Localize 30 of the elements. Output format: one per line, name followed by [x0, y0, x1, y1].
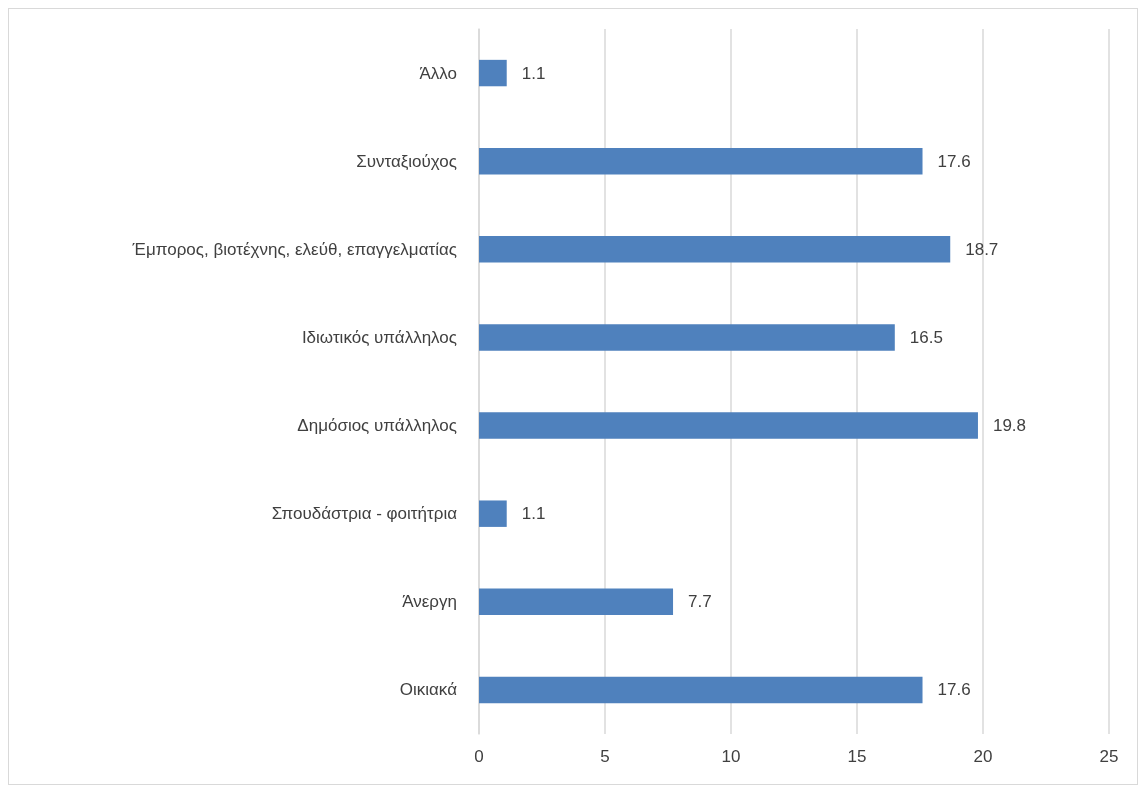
bar [479, 412, 978, 439]
y-tick-label: Ιδιωτικός υπάλληλος [301, 327, 457, 347]
y-tick-label: Άνεργη [402, 592, 457, 612]
x-tick-label: 25 [1099, 747, 1119, 766]
data-label: 19.8 [992, 416, 1027, 436]
data-label: 7.7 [688, 592, 712, 612]
data-label: 16.5 [909, 327, 943, 347]
y-tick-label: Σπουδάστρια - φοιτήτρια [271, 504, 458, 524]
y-tick-label: Συνταξιούχος [356, 151, 457, 171]
x-tick-label: 15 [847, 747, 867, 766]
x-tick-label: 10 [721, 747, 741, 766]
x-tick-label: 0 [474, 747, 484, 766]
y-tick-label: Δημόσιος υπάλληλος [297, 416, 457, 436]
bar [479, 324, 895, 351]
bar [479, 588, 674, 616]
x-tick-label: 20 [973, 747, 993, 766]
data-label: 1.1 [521, 63, 546, 83]
x-tick-label: 5 [600, 747, 610, 766]
y-tick-label: Έμπορος, βιοτέχνης, ελεύθ, επαγγελματίας [131, 239, 457, 259]
y-tick-label: Άλλο [419, 63, 457, 83]
data-label: 17.6 [937, 680, 971, 700]
data-label: 18.7 [965, 239, 999, 259]
bar [479, 500, 507, 527]
data-label: 1.1 [521, 504, 546, 524]
bar [479, 59, 507, 87]
bar [479, 236, 951, 263]
bar [479, 676, 923, 704]
data-label: 17.6 [937, 151, 971, 171]
y-tick-label: Οικιακά [399, 680, 458, 700]
bar [479, 147, 923, 175]
